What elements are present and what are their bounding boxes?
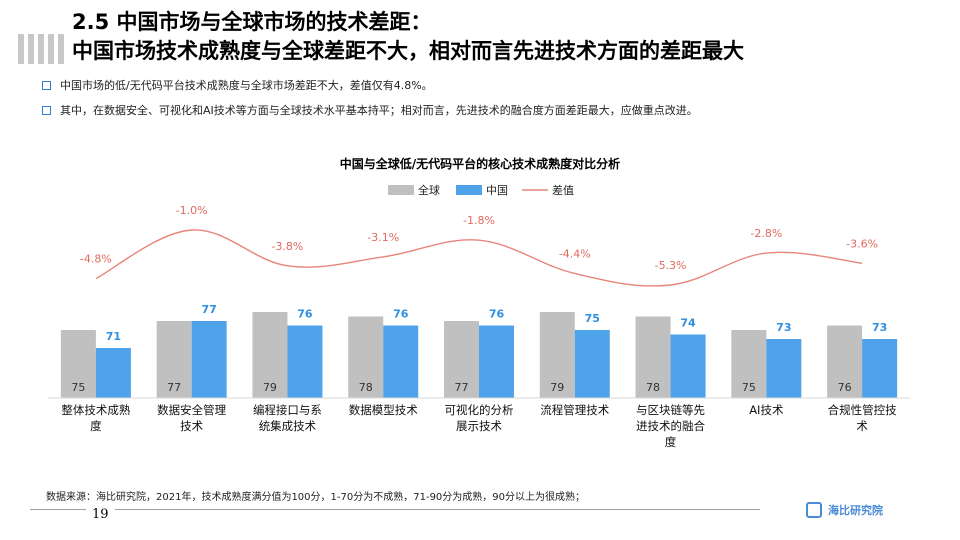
bar-label-china: 77 — [202, 303, 217, 316]
category-label: 度 — [665, 435, 677, 449]
category-label: 展示技术 — [456, 419, 502, 433]
diff-line — [95, 229, 863, 287]
diff-label: -1.8% — [463, 214, 495, 227]
bar-china — [95, 348, 131, 398]
bar-china — [191, 321, 227, 398]
bar-china — [383, 325, 419, 398]
bar-china — [766, 339, 802, 398]
bar-label-china: 71 — [106, 330, 121, 343]
square-bullet-icon — [42, 105, 51, 115]
company-logo: 海比研究院 — [806, 500, 936, 522]
category-label: 术 — [856, 419, 868, 433]
bar-label-china: 73 — [776, 321, 791, 334]
bullet-item: 其中，在数据安全、可视化和AI技术等方面与全球技术水平基本持平；相对而言，先进技… — [42, 102, 698, 118]
legend-label-china: 中国 — [486, 184, 508, 197]
bar-label-global: 77 — [167, 381, 181, 394]
title-decoration — [18, 34, 66, 64]
category-label: 流程管理技术 — [540, 403, 609, 417]
bar-label-global: 75 — [742, 381, 756, 394]
chart-title: 中国与全球低/无代码平台的核心技术成熟度对比分析 — [339, 157, 621, 171]
category-label: 数据模型技术 — [349, 403, 418, 417]
category-label: AI技术 — [749, 403, 784, 417]
category-label: 可视化的分析 — [445, 403, 514, 417]
bar-global — [444, 321, 479, 398]
square-bullet-icon — [42, 80, 51, 90]
category-label: 整体技术成熟 — [61, 403, 130, 417]
category-label: 技术 — [180, 419, 203, 433]
page-number: 19 — [86, 507, 115, 522]
bar-label-china: 76 — [489, 308, 505, 321]
bar-label-china: 75 — [585, 312, 600, 325]
category-label: 统集成技术 — [259, 419, 317, 433]
bar-label-china: 74 — [680, 317, 696, 330]
bar-china — [287, 325, 323, 398]
category-label: 编程接口与系 — [253, 403, 322, 417]
bar-label-global: 79 — [263, 381, 277, 394]
bar-global — [539, 312, 575, 398]
bar-china — [574, 330, 610, 398]
bar-china — [670, 334, 706, 398]
bar-china — [479, 325, 514, 398]
bar-global — [731, 330, 767, 398]
bar-label-global: 78 — [646, 381, 660, 394]
legend-label-global: 全球 — [418, 183, 440, 197]
bar-label-china: 76 — [393, 308, 409, 321]
data-source-note: 数据来源：海比研究院，2021年，技术成熟度满分值为100分，1-70分为不成熟… — [46, 492, 586, 503]
bar-china — [862, 339, 898, 398]
diff-label: -3.8% — [271, 240, 303, 253]
page-title: 2.5 中国市场与全球市场的技术差距： — [72, 10, 432, 34]
legend-swatch-china — [456, 185, 482, 195]
diff-label: -3.6% — [846, 237, 878, 250]
category-label: 进技术的融合 — [636, 419, 705, 433]
bar-label-china: 73 — [872, 321, 887, 334]
bullet-text: 中国市场的低/无代码平台技术成熟度与全球市场差距不大，差值仅有4.8%。 — [60, 79, 433, 92]
bar-global — [156, 321, 192, 398]
page-subtitle: 中国市场技术成熟度与全球差距不大，相对而言先进技术方面的差距最大 — [72, 39, 744, 63]
legend-swatch-global — [388, 185, 414, 195]
bullet-item: 中国市场的低/无代码平台技术成熟度与全球市场差距不大，差值仅有4.8%。 — [42, 77, 433, 93]
bar-label-china: 76 — [297, 308, 313, 321]
category-label: 度 — [90, 419, 102, 433]
bar-label-global: 78 — [359, 381, 373, 394]
category-label: 与区块链等先 — [636, 403, 705, 417]
diff-label: -4.8% — [80, 253, 112, 266]
bar-label-global: 75 — [71, 381, 85, 394]
logo-icon — [806, 502, 822, 518]
bar-global — [348, 316, 384, 398]
diff-label: -3.1% — [367, 231, 399, 244]
category-label: 合规性管控技 — [828, 403, 897, 417]
logo-text: 海比研究院 — [828, 504, 883, 517]
bar-global — [827, 325, 863, 398]
footer-divider — [30, 509, 760, 510]
category-label: 数据安全管理 — [157, 403, 226, 417]
bar-label-global: 76 — [838, 381, 852, 394]
legend-label-diff: 差值 — [552, 183, 574, 197]
bar-label-global: 79 — [550, 381, 564, 394]
bar-label-global: 77 — [455, 381, 469, 394]
comparison-chart: 7571整体技术成熟度7777数据安全管理技术7976编程接口与系统集成技术78… — [48, 183, 910, 449]
diff-label: -5.3% — [655, 259, 687, 272]
bar-global — [252, 312, 288, 398]
diff-label: -4.4% — [559, 247, 591, 260]
diff-label: -1.0% — [176, 204, 208, 217]
diff-label: -2.8% — [750, 227, 782, 240]
bar-global — [60, 330, 96, 398]
bullet-text: 其中，在数据安全、可视化和AI技术等方面与全球技术水平基本持平；相对而言，先进技… — [60, 104, 698, 117]
bar-global — [635, 316, 671, 398]
